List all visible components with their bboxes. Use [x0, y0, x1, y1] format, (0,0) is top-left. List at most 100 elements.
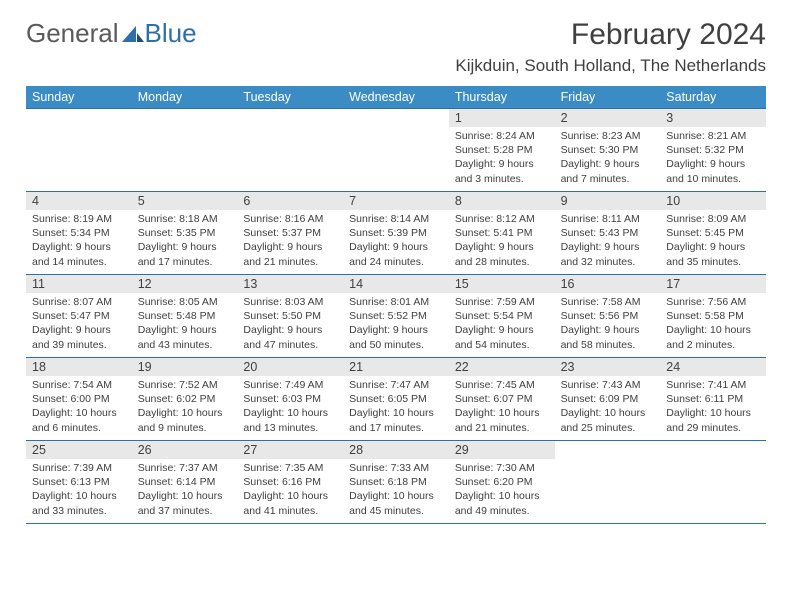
- sunset-line: Sunset: 5:54 PM: [455, 309, 549, 323]
- sunrise-line: Sunrise: 8:12 AM: [455, 212, 549, 226]
- daylight-line: Daylight: 10 hours and 9 minutes.: [138, 406, 232, 434]
- sunset-line: Sunset: 5:52 PM: [349, 309, 443, 323]
- day-body: Sunrise: 7:37 AMSunset: 6:14 PMDaylight:…: [132, 459, 238, 522]
- sunrise-line: Sunrise: 7:41 AM: [666, 378, 760, 392]
- daylight-line: Daylight: 9 hours and 24 minutes.: [349, 240, 443, 268]
- week-row: 11Sunrise: 8:07 AMSunset: 5:47 PMDayligh…: [26, 274, 766, 357]
- day-body: Sunrise: 7:39 AMSunset: 6:13 PMDaylight:…: [26, 459, 132, 522]
- sunrise-line: Sunrise: 7:47 AM: [349, 378, 443, 392]
- day-body: Sunrise: 7:33 AMSunset: 6:18 PMDaylight:…: [343, 459, 449, 522]
- day-cell: 3Sunrise: 8:21 AMSunset: 5:32 PMDaylight…: [660, 109, 766, 191]
- location: Kijkduin, South Holland, The Netherlands: [455, 56, 766, 76]
- sunset-line: Sunset: 6:09 PM: [561, 392, 655, 406]
- month-title: February 2024: [455, 18, 766, 52]
- day-body: Sunrise: 7:58 AMSunset: 5:56 PMDaylight:…: [555, 293, 661, 356]
- week-row: 18Sunrise: 7:54 AMSunset: 6:00 PMDayligh…: [26, 357, 766, 440]
- calendar-weeks: 1Sunrise: 8:24 AMSunset: 5:28 PMDaylight…: [26, 108, 766, 524]
- sunset-line: Sunset: 6:16 PM: [243, 475, 337, 489]
- sunset-line: Sunset: 5:48 PM: [138, 309, 232, 323]
- day-body: Sunrise: 7:43 AMSunset: 6:09 PMDaylight:…: [555, 376, 661, 439]
- sunset-line: Sunset: 5:56 PM: [561, 309, 655, 323]
- day-number: 23: [555, 358, 661, 376]
- day-cell: 6Sunrise: 8:16 AMSunset: 5:37 PMDaylight…: [237, 192, 343, 274]
- daylight-line: Daylight: 10 hours and 25 minutes.: [561, 406, 655, 434]
- sunset-line: Sunset: 5:41 PM: [455, 226, 549, 240]
- day-body: Sunrise: 7:47 AMSunset: 6:05 PMDaylight:…: [343, 376, 449, 439]
- daylight-line: Daylight: 10 hours and 41 minutes.: [243, 489, 337, 517]
- sunrise-line: Sunrise: 7:33 AM: [349, 461, 443, 475]
- week-row: 1Sunrise: 8:24 AMSunset: 5:28 PMDaylight…: [26, 108, 766, 191]
- daylight-line: Daylight: 9 hours and 17 minutes.: [138, 240, 232, 268]
- sunset-line: Sunset: 5:34 PM: [32, 226, 126, 240]
- daylight-line: Daylight: 10 hours and 49 minutes.: [455, 489, 549, 517]
- day-number: 9: [555, 192, 661, 210]
- day-body: Sunrise: 8:11 AMSunset: 5:43 PMDaylight:…: [555, 210, 661, 273]
- sunrise-line: Sunrise: 7:54 AM: [32, 378, 126, 392]
- day-cell: 29Sunrise: 7:30 AMSunset: 6:20 PMDayligh…: [449, 441, 555, 523]
- daylight-line: Daylight: 9 hours and 10 minutes.: [666, 157, 760, 185]
- sunset-line: Sunset: 6:11 PM: [666, 392, 760, 406]
- sunrise-line: Sunrise: 7:56 AM: [666, 295, 760, 309]
- day-number: 15: [449, 275, 555, 293]
- sunrise-line: Sunrise: 8:09 AM: [666, 212, 760, 226]
- day-cell: 27Sunrise: 7:35 AMSunset: 6:16 PMDayligh…: [237, 441, 343, 523]
- sunrise-line: Sunrise: 8:21 AM: [666, 129, 760, 143]
- day-number: 18: [26, 358, 132, 376]
- daylight-line: Daylight: 9 hours and 32 minutes.: [561, 240, 655, 268]
- day-cell: [237, 109, 343, 191]
- day-number: [132, 109, 238, 127]
- day-body: Sunrise: 8:07 AMSunset: 5:47 PMDaylight:…: [26, 293, 132, 356]
- daylight-line: Daylight: 10 hours and 6 minutes.: [32, 406, 126, 434]
- sunset-line: Sunset: 5:30 PM: [561, 143, 655, 157]
- day-number: 13: [237, 275, 343, 293]
- title-area: February 2024 Kijkduin, South Holland, T…: [455, 18, 766, 76]
- week-row: 4Sunrise: 8:19 AMSunset: 5:34 PMDaylight…: [26, 191, 766, 274]
- day-cell: 18Sunrise: 7:54 AMSunset: 6:00 PMDayligh…: [26, 358, 132, 440]
- day-cell: 24Sunrise: 7:41 AMSunset: 6:11 PMDayligh…: [660, 358, 766, 440]
- day-number: 20: [237, 358, 343, 376]
- daylight-line: Daylight: 10 hours and 17 minutes.: [349, 406, 443, 434]
- day-cell: 7Sunrise: 8:14 AMSunset: 5:39 PMDaylight…: [343, 192, 449, 274]
- day-cell: 25Sunrise: 7:39 AMSunset: 6:13 PMDayligh…: [26, 441, 132, 523]
- day-cell: 10Sunrise: 8:09 AMSunset: 5:45 PMDayligh…: [660, 192, 766, 274]
- day-number: [343, 109, 449, 127]
- sunset-line: Sunset: 5:58 PM: [666, 309, 760, 323]
- day-body: Sunrise: 8:21 AMSunset: 5:32 PMDaylight:…: [660, 127, 766, 190]
- day-body: Sunrise: 8:01 AMSunset: 5:52 PMDaylight:…: [343, 293, 449, 356]
- day-cell: 16Sunrise: 7:58 AMSunset: 5:56 PMDayligh…: [555, 275, 661, 357]
- daylight-line: Daylight: 10 hours and 29 minutes.: [666, 406, 760, 434]
- day-number: 11: [26, 275, 132, 293]
- sunset-line: Sunset: 6:20 PM: [455, 475, 549, 489]
- weekday-header-cell: Monday: [132, 86, 238, 108]
- daylight-line: Daylight: 9 hours and 7 minutes.: [561, 157, 655, 185]
- day-body: Sunrise: 8:05 AMSunset: 5:48 PMDaylight:…: [132, 293, 238, 356]
- day-body: Sunrise: 8:24 AMSunset: 5:28 PMDaylight:…: [449, 127, 555, 190]
- daylight-line: Daylight: 9 hours and 28 minutes.: [455, 240, 549, 268]
- day-number: 19: [132, 358, 238, 376]
- day-number: [660, 441, 766, 459]
- day-number: 8: [449, 192, 555, 210]
- sunrise-line: Sunrise: 7:39 AM: [32, 461, 126, 475]
- day-body: Sunrise: 8:03 AMSunset: 5:50 PMDaylight:…: [237, 293, 343, 356]
- sunrise-line: Sunrise: 8:07 AM: [32, 295, 126, 309]
- day-body: Sunrise: 8:12 AMSunset: 5:41 PMDaylight:…: [449, 210, 555, 273]
- sunset-line: Sunset: 5:37 PM: [243, 226, 337, 240]
- day-body: Sunrise: 7:52 AMSunset: 6:02 PMDaylight:…: [132, 376, 238, 439]
- day-body: Sunrise: 7:30 AMSunset: 6:20 PMDaylight:…: [449, 459, 555, 522]
- day-number: 22: [449, 358, 555, 376]
- day-number: 16: [555, 275, 661, 293]
- sunset-line: Sunset: 5:39 PM: [349, 226, 443, 240]
- weekday-header-cell: Saturday: [660, 86, 766, 108]
- day-cell: [26, 109, 132, 191]
- weekday-header-cell: Tuesday: [237, 86, 343, 108]
- daylight-line: Daylight: 9 hours and 58 minutes.: [561, 323, 655, 351]
- day-cell: 5Sunrise: 8:18 AMSunset: 5:35 PMDaylight…: [132, 192, 238, 274]
- day-number: 14: [343, 275, 449, 293]
- day-body: Sunrise: 8:23 AMSunset: 5:30 PMDaylight:…: [555, 127, 661, 190]
- sunrise-line: Sunrise: 8:03 AM: [243, 295, 337, 309]
- day-number: 2: [555, 109, 661, 127]
- day-cell: 12Sunrise: 8:05 AMSunset: 5:48 PMDayligh…: [132, 275, 238, 357]
- sunrise-line: Sunrise: 8:18 AM: [138, 212, 232, 226]
- weekday-header-cell: Sunday: [26, 86, 132, 108]
- day-number: 5: [132, 192, 238, 210]
